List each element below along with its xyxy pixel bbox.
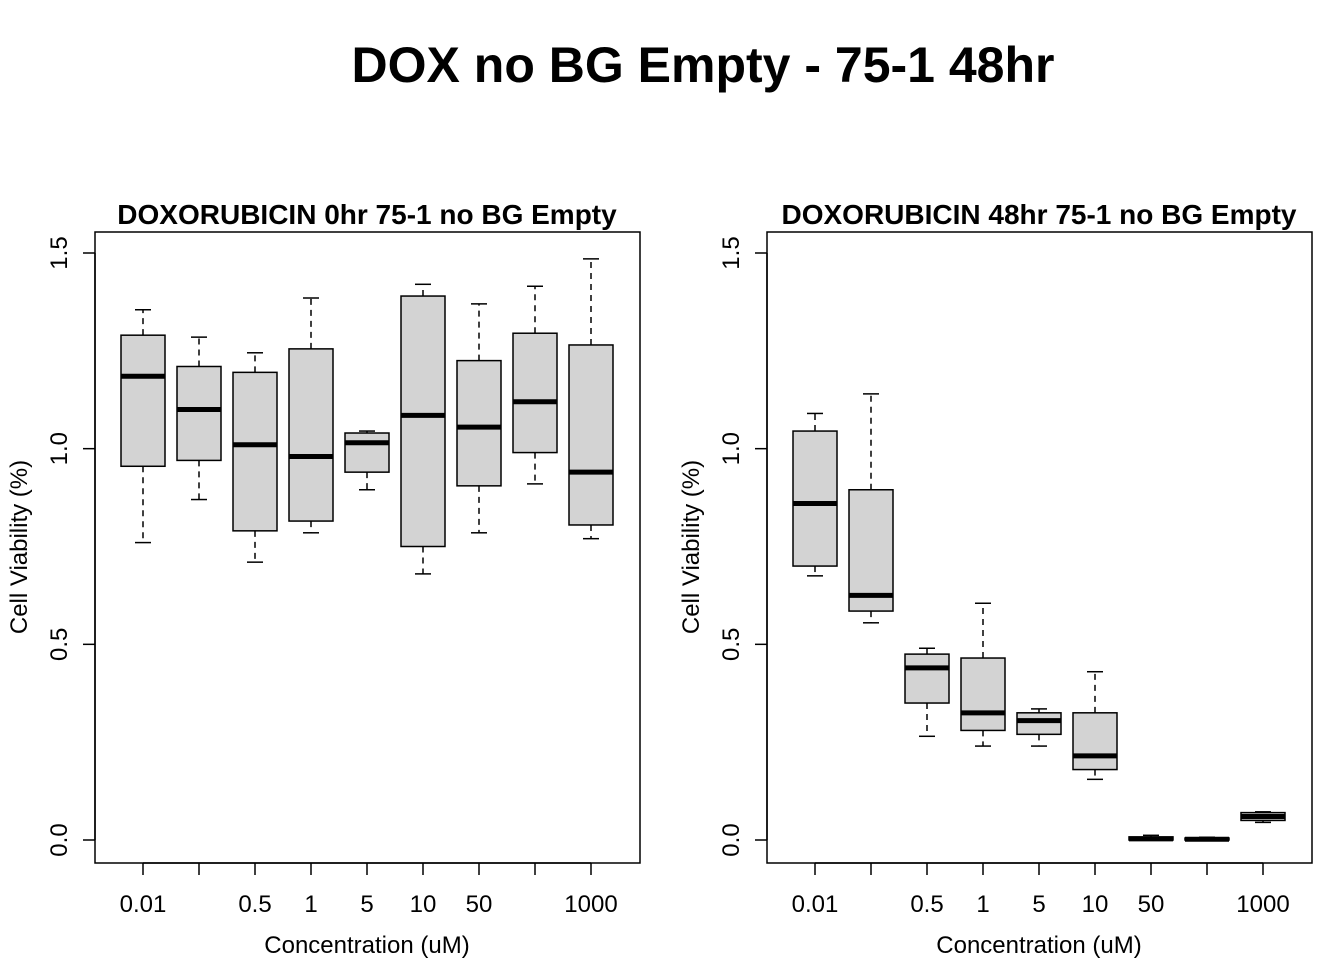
box-2: [176, 336, 222, 501]
y-tick-label: 0.0: [718, 823, 745, 856]
x-tick-label: 0.01: [792, 891, 839, 918]
box-1: [120, 308, 166, 544]
panel-title: DOXORUBICIN 0hr 75-1 no BG Empty: [117, 199, 617, 230]
x-tick-label: 50: [1138, 891, 1165, 918]
panel-2: DOXORUBICIN 48hr 75-1 no BG Empty 0.0 0.5 1…: [678, 199, 1313, 959]
box-rect: [1072, 712, 1118, 771]
box-6: [400, 283, 446, 575]
x-tick-label: 0.5: [910, 891, 943, 918]
main-title: DOX no BG Empty - 75-1 48hr: [352, 37, 1055, 93]
box-rect: [120, 334, 166, 468]
box-1: [792, 412, 838, 577]
x-tick-label: 1: [976, 891, 989, 918]
x-axis-label: Concentration (uM): [936, 932, 1141, 959]
box-2: [848, 393, 894, 624]
x-tick-label: 10: [410, 891, 437, 918]
box-rect: [568, 344, 614, 526]
box-rect: [512, 332, 558, 454]
box-rect: [960, 657, 1006, 732]
x-tick-label: 5: [1032, 891, 1045, 918]
box-rect: [176, 365, 222, 462]
box-rect: [344, 432, 390, 473]
x-axis-label: Concentration (uM): [264, 932, 469, 959]
box-9: [568, 258, 614, 540]
box-rect: [792, 430, 838, 567]
panel-1: DOXORUBICIN 0hr 75-1 no BG Empty 0.0 0.5 1.…: [6, 199, 641, 959]
box-rect: [288, 348, 334, 522]
box-3: [232, 352, 278, 563]
box-rect: [456, 359, 502, 487]
x-tick-label: 0.01: [120, 891, 167, 918]
box-rect: [904, 653, 950, 704]
y-tick-label: 1.0: [718, 432, 745, 465]
y-tick-label: 1.5: [718, 236, 745, 269]
x-tick-label: 50: [466, 891, 493, 918]
x-tick-label: 10: [1082, 891, 1109, 918]
box-3: [904, 647, 950, 738]
box-rect: [232, 371, 278, 532]
box-rect: [848, 489, 894, 612]
box-6: [1072, 670, 1118, 781]
box-rect: [400, 295, 446, 548]
box-8: [512, 285, 558, 485]
x-tick-label: 1000: [564, 891, 617, 918]
x-tick-label: 0.5: [238, 891, 271, 918]
y-tick-label: 1.0: [46, 432, 73, 465]
box-5: [1016, 708, 1062, 747]
y-tick-label: 0.5: [718, 628, 745, 661]
x-tick-label: 1000: [1236, 891, 1289, 918]
box-7: [1128, 834, 1174, 842]
box-4: [288, 297, 334, 534]
box-9: [1240, 811, 1286, 824]
box-5: [344, 430, 390, 491]
y-tick-label: 0.5: [46, 628, 73, 661]
x-tick-label: 5: [360, 891, 373, 918]
y-axis-label: Cell Viability (%): [678, 460, 705, 634]
x-tick-label: 1: [304, 891, 317, 918]
box-4: [960, 602, 1006, 747]
box-8: [1184, 836, 1230, 842]
panel-title: DOXORUBICIN 48hr 75-1 no BG Empty: [782, 199, 1297, 230]
y-axis-label: Cell Viability (%): [6, 460, 33, 634]
box-7: [456, 303, 502, 534]
y-tick-label: 0.0: [46, 823, 73, 856]
box-rect: [1016, 712, 1062, 736]
y-tick-label: 1.5: [46, 236, 73, 269]
